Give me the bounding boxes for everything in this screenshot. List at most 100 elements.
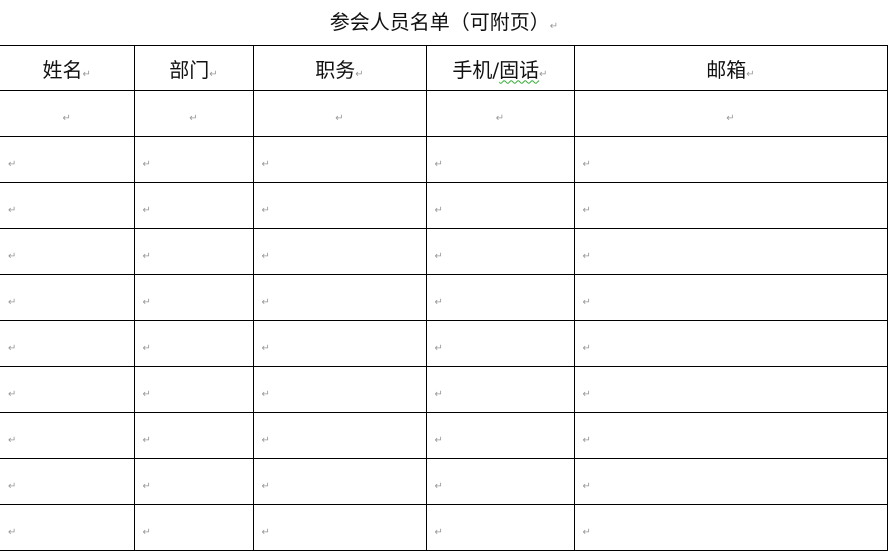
cell-department[interactable]: ↵: [133, 228, 254, 275]
cell-email[interactable]: ↵: [573, 228, 888, 275]
attendee-table: 姓名↵ 部门↵ 职务↵ 手机/固话↵ 邮箱↵ ↵ ↵ ↵ ↵ ↵ ↵ ↵ ↵ ↵ ↵ ↵ ↵ ↵ ↵ ↵ ↵ ↵…: [0, 45, 888, 551]
paragraph-mark: ↵: [142, 250, 151, 262]
cell-position[interactable]: ↵: [252, 320, 427, 367]
cell-position[interactable]: ↵: [252, 136, 427, 183]
table-row: ↵ ↵ ↵ ↵ ↵: [0, 320, 888, 367]
cell-name[interactable]: ↵: [0, 320, 135, 367]
cell-email[interactable]: ↵: [573, 136, 888, 183]
paragraph-mark: ↵: [434, 342, 443, 354]
cell-email[interactable]: ↵: [573, 412, 888, 459]
paragraph-mark: ↵: [335, 112, 344, 124]
cell-department[interactable]: ↵: [133, 366, 254, 413]
paragraph-mark: ↵: [142, 388, 151, 400]
paragraph-mark: ↵: [8, 434, 17, 446]
cell-email[interactable]: ↵: [573, 504, 888, 551]
cell-name[interactable]: ↵: [0, 412, 135, 459]
paragraph-mark: ↵: [434, 250, 443, 262]
cell-phone[interactable]: ↵: [425, 90, 575, 137]
cell-department[interactable]: ↵: [133, 412, 254, 459]
paragraph-mark: ↵: [82, 68, 91, 80]
paragraph-mark: ↵: [434, 434, 443, 446]
paragraph-mark: ↵: [142, 204, 151, 216]
cell-name[interactable]: ↵: [0, 182, 135, 229]
paragraph-mark: ↵: [261, 158, 270, 170]
table-row: ↵ ↵ ↵ ↵ ↵: [0, 136, 888, 183]
cell-position[interactable]: ↵: [252, 412, 427, 459]
paragraph-mark: ↵: [142, 480, 151, 492]
paragraph-mark: ↵: [142, 342, 151, 354]
cell-phone[interactable]: ↵: [425, 274, 575, 321]
cell-position[interactable]: ↵: [252, 90, 427, 137]
cell-name[interactable]: ↵: [0, 504, 135, 551]
cell-name[interactable]: ↵: [0, 366, 135, 413]
cell-name[interactable]: ↵: [0, 458, 135, 505]
header-row: 姓名↵ 部门↵ 职务↵ 手机/固话↵ 邮箱↵: [0, 45, 888, 91]
cell-phone[interactable]: ↵: [425, 136, 575, 183]
cell-email[interactable]: ↵: [573, 182, 888, 229]
paragraph-mark: ↵: [434, 480, 443, 492]
paragraph-mark: ↵: [582, 388, 591, 400]
cell-position[interactable]: ↵: [252, 228, 427, 275]
cell-email[interactable]: ↵: [573, 366, 888, 413]
cell-email[interactable]: ↵: [573, 320, 888, 367]
cell-name[interactable]: ↵: [0, 90, 135, 137]
header-text: 姓名: [42, 57, 83, 82]
cell-department[interactable]: ↵: [133, 504, 254, 551]
cell-name[interactable]: ↵: [0, 136, 135, 183]
cell-phone[interactable]: ↵: [425, 228, 575, 275]
cell-department[interactable]: ↵: [133, 320, 254, 367]
cell-email[interactable]: ↵: [573, 458, 888, 505]
paragraph-mark: ↵: [495, 112, 505, 124]
table-row: ↵ ↵ ↵ ↵ ↵: [0, 504, 888, 551]
header-email: 邮箱↵: [573, 45, 888, 91]
cell-name[interactable]: ↵: [0, 274, 135, 321]
cell-department[interactable]: ↵: [133, 274, 254, 321]
cell-department[interactable]: ↵: [133, 182, 254, 229]
paragraph-mark: ↵: [209, 68, 218, 80]
cell-position[interactable]: ↵: [252, 274, 427, 321]
cell-position[interactable]: ↵: [252, 182, 427, 229]
header-text: 职务: [315, 57, 356, 82]
cell-name[interactable]: ↵: [0, 228, 135, 275]
paragraph-mark: ↵: [261, 296, 270, 308]
document-title: 参会人员名单（可附页）↵: [0, 0, 888, 45]
paragraph-mark: ↵: [746, 68, 755, 80]
paragraph-mark: ↵: [582, 480, 591, 492]
cell-email[interactable]: ↵: [573, 90, 888, 137]
paragraph-mark: ↵: [434, 158, 443, 170]
header-name: 姓名↵: [0, 45, 135, 91]
cell-phone[interactable]: ↵: [425, 458, 575, 505]
cell-email[interactable]: ↵: [573, 274, 888, 321]
header-text: 手机/: [452, 57, 500, 82]
cell-phone[interactable]: ↵: [425, 504, 575, 551]
paragraph-mark: ↵: [8, 250, 17, 262]
title-text: 参会人员名单（可附页）: [329, 10, 550, 34]
paragraph-mark: ↵: [539, 68, 548, 80]
cell-department[interactable]: ↵: [133, 458, 254, 505]
cell-position[interactable]: ↵: [252, 504, 427, 551]
header-text: 邮箱: [706, 57, 747, 82]
paragraph-mark: ↵: [261, 250, 270, 262]
paragraph-mark: ↵: [434, 296, 443, 308]
paragraph-mark: ↵: [549, 21, 559, 32]
paragraph-mark: ↵: [142, 158, 151, 170]
table-row: ↵ ↵ ↵ ↵ ↵: [0, 90, 888, 137]
cell-department[interactable]: ↵: [133, 136, 254, 183]
paragraph-mark: ↵: [8, 388, 17, 400]
paragraph-mark: ↵: [261, 480, 270, 492]
paragraph-mark: ↵: [582, 250, 591, 262]
paragraph-mark: ↵: [142, 526, 151, 538]
table-row: ↵ ↵ ↵ ↵ ↵: [0, 228, 888, 275]
cell-department[interactable]: ↵: [133, 90, 254, 137]
paragraph-mark: ↵: [261, 204, 270, 216]
cell-phone[interactable]: ↵: [425, 366, 575, 413]
cell-phone[interactable]: ↵: [425, 320, 575, 367]
cell-position[interactable]: ↵: [252, 366, 427, 413]
paragraph-mark: ↵: [261, 342, 270, 354]
cell-phone[interactable]: ↵: [425, 182, 575, 229]
paragraph-mark: ↵: [142, 434, 151, 446]
paragraph-mark: ↵: [582, 204, 591, 216]
cell-phone[interactable]: ↵: [425, 412, 575, 459]
cell-position[interactable]: ↵: [252, 458, 427, 505]
paragraph-mark: ↵: [62, 112, 71, 124]
